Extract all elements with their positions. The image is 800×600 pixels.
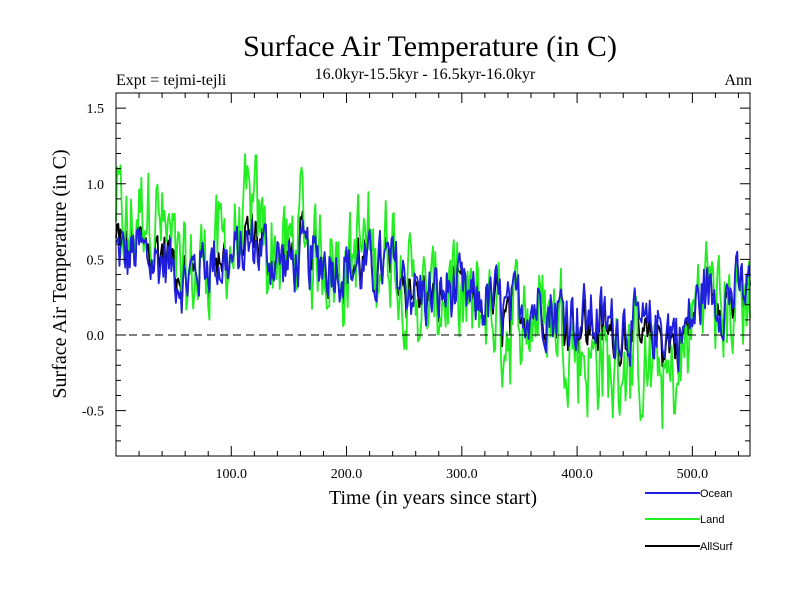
y-tick-label: -0.5 — [82, 405, 104, 420]
series-line-land — [115, 153, 751, 430]
series-line-ocean — [115, 218, 751, 373]
y-tick-label: 0.5 — [87, 253, 105, 268]
chart-title: Surface Air Temperature (in C) — [243, 30, 617, 63]
axis-ticks — [116, 93, 750, 456]
experiment-label: Expt = tejmi-tejli — [116, 72, 227, 89]
legend-label-ocean: Ocean — [700, 488, 732, 500]
chart-subtitle: 16.0kyr-15.5kyr - 16.5kyr-16.0kyr — [315, 66, 536, 83]
y-tick-label: 1.5 — [87, 102, 105, 117]
y-tick-label: 0.0 — [87, 329, 105, 344]
x-tick-label: 200.0 — [331, 467, 363, 482]
x-tick-label: 100.0 — [216, 467, 248, 482]
legend: Ocean Land AllSurf — [645, 488, 733, 553]
x-tick-label: 300.0 — [446, 467, 478, 482]
x-tick-label: 400.0 — [561, 467, 593, 482]
x-axis-label: Time (in years since start) — [329, 487, 537, 509]
legend-label-land: Land — [700, 514, 724, 526]
y-axis-label: Surface Air Temperature (in C) — [49, 149, 71, 398]
season-label: Ann — [724, 72, 752, 89]
series-layer — [115, 153, 751, 430]
x-tick-label: 500.0 — [677, 467, 709, 482]
y-tick-label: 1.0 — [87, 178, 105, 193]
legend-label-allsurf: AllSurf — [700, 541, 733, 553]
